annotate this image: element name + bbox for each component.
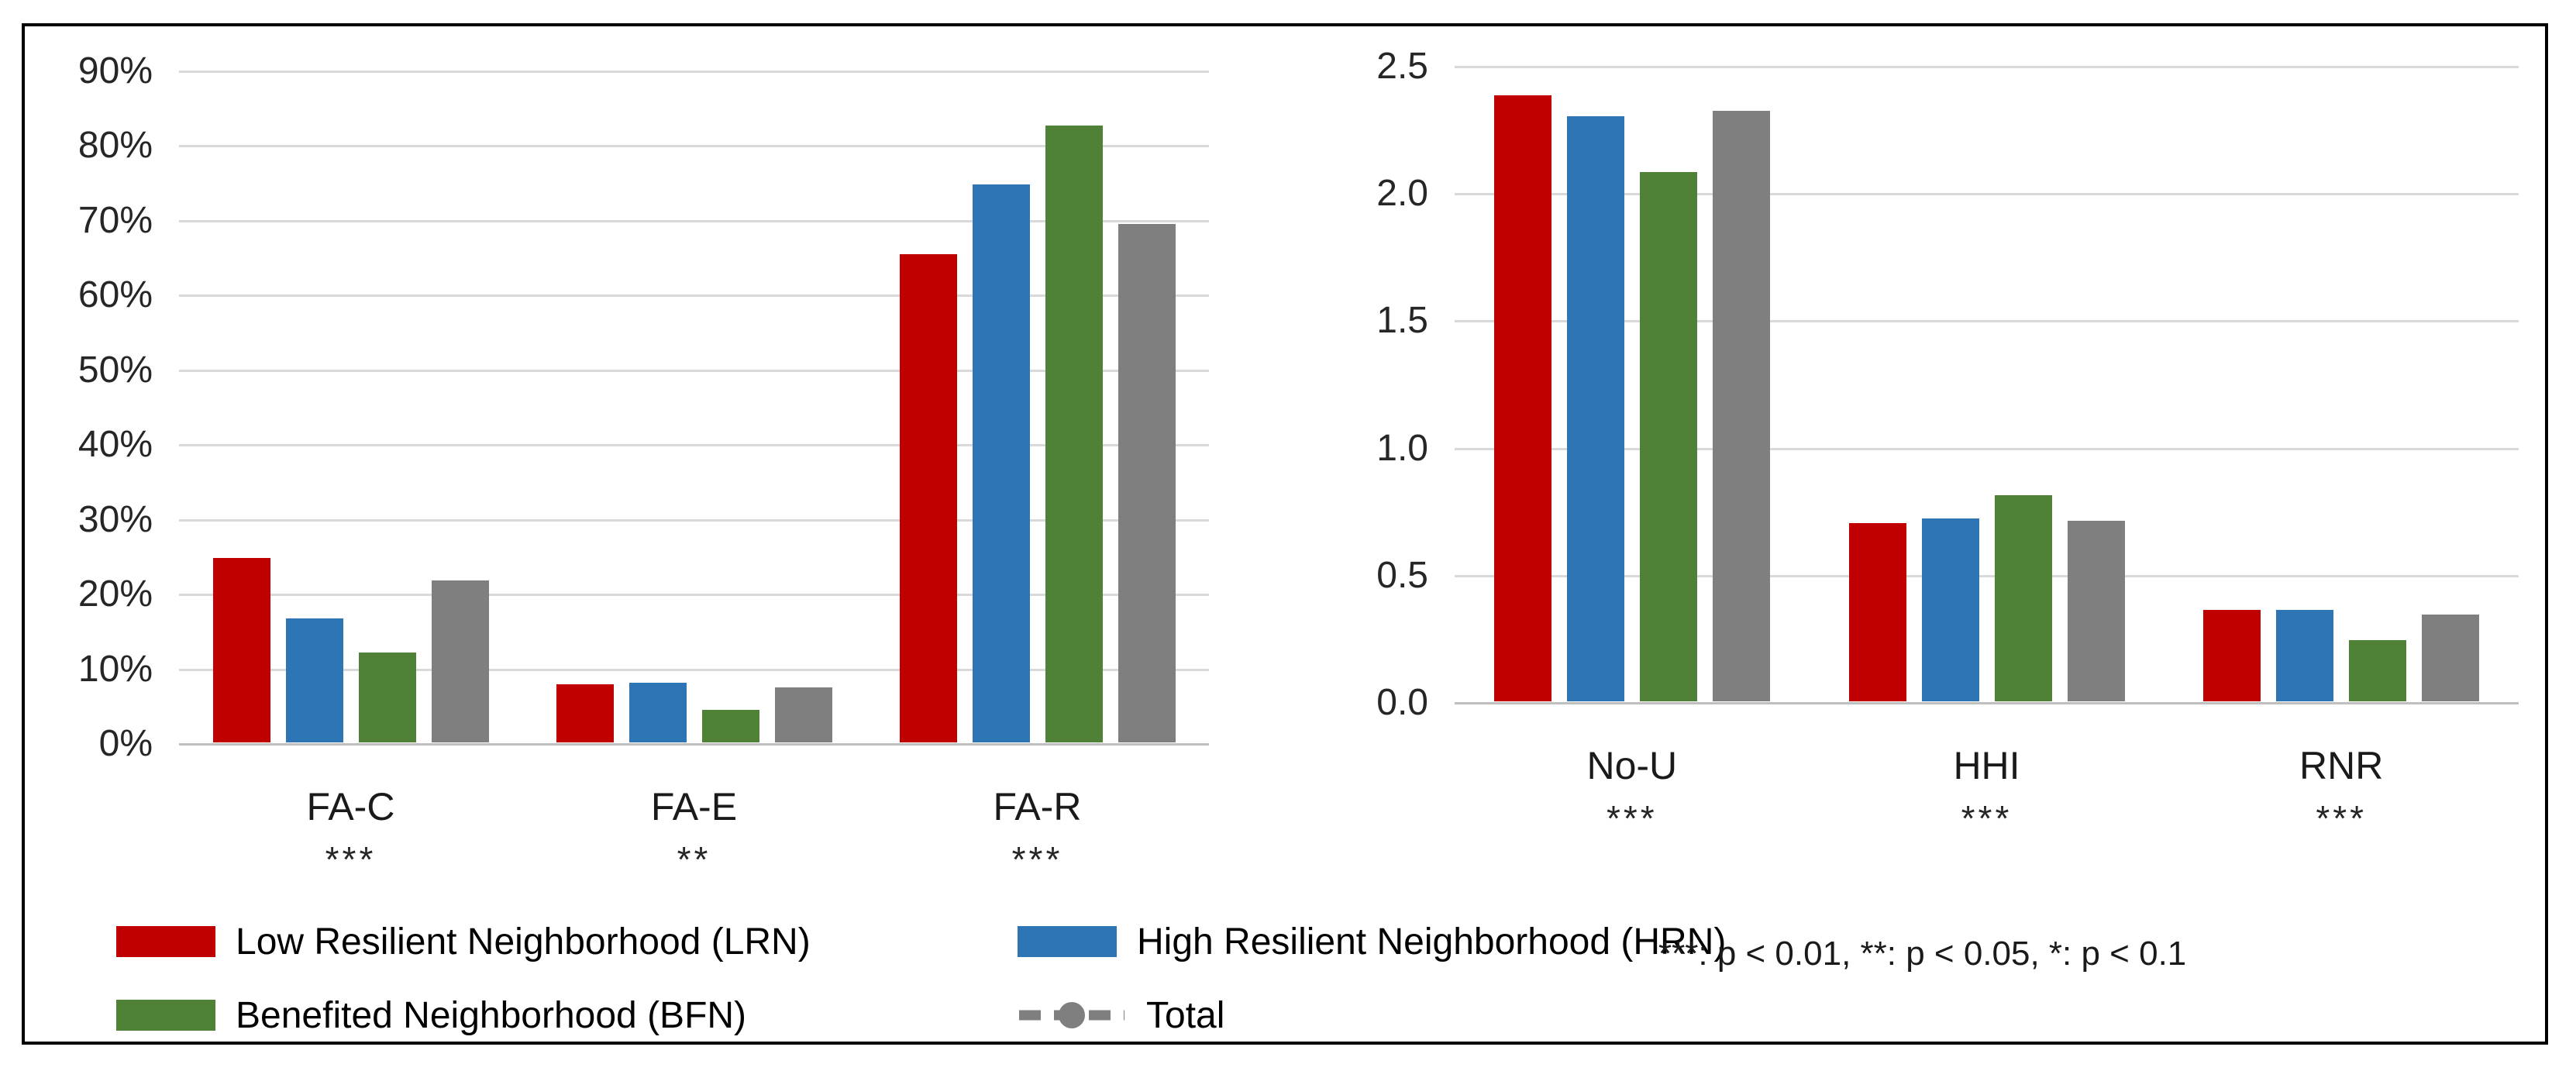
y-axis-tick-label: 90% bbox=[77, 50, 153, 91]
gridline bbox=[179, 219, 1209, 222]
gridline bbox=[179, 294, 1209, 298]
bar-hhi-lrn bbox=[1848, 523, 1906, 701]
right-chart-panel: No-U HHI RNR *** *** *** 0.0 0.5 1.0 1.5 2.0 2.5 bbox=[1288, 31, 2533, 914]
bar-group-rnr bbox=[2164, 67, 2519, 703]
y-axis-tick-label: 0% bbox=[98, 723, 153, 764]
significance-stars-no-u: *** bbox=[1606, 798, 1658, 839]
bar-no-u-bfn bbox=[1639, 172, 1697, 701]
right-significance-row: *** *** *** bbox=[1455, 799, 2519, 838]
category-label-no-u: No-U bbox=[1586, 744, 1678, 787]
bar-fa-e-hrn bbox=[629, 683, 687, 742]
category-label-fa-c: FA-C bbox=[306, 785, 395, 828]
significance-stars-rnr: *** bbox=[2316, 798, 2368, 839]
bar-fa-r-total bbox=[1118, 224, 1176, 742]
y-axis-tick-label: 1.5 bbox=[1376, 300, 1428, 342]
gridline bbox=[179, 71, 1209, 73]
y-axis-tick-label: 60% bbox=[77, 274, 153, 316]
significance-stars-fa-c: *** bbox=[325, 839, 377, 880]
category-label-fa-e: FA-E bbox=[650, 785, 738, 828]
bar-fa-r-lrn bbox=[899, 254, 957, 742]
y-axis-tick-label: 0.0 bbox=[1376, 682, 1428, 723]
legend-label-lrn: Low Resilient Neighborhood (LRN) bbox=[236, 921, 811, 963]
lrn-color-swatch bbox=[116, 926, 215, 957]
gridline bbox=[179, 145, 1209, 148]
left-category-axis: FA-C FA-E FA-R bbox=[179, 784, 1209, 829]
bar-no-u-lrn bbox=[1493, 95, 1551, 701]
bar-no-u-hrn bbox=[1566, 116, 1624, 701]
x-axis-line bbox=[179, 743, 1209, 746]
bar-fa-c-total bbox=[431, 580, 489, 742]
legend-label-hrn: High Resilient Neighborhood (HRN) bbox=[1137, 921, 1727, 963]
left-significance-row: *** ** *** bbox=[179, 840, 1209, 879]
significance-stars-fa-r: *** bbox=[1011, 839, 1063, 880]
bar-group-hhi bbox=[1810, 67, 2164, 703]
bar-fa-c-lrn bbox=[212, 558, 270, 742]
gridline bbox=[179, 668, 1209, 671]
y-axis-tick-label: 1.0 bbox=[1376, 427, 1428, 469]
bar-fa-r-hrn bbox=[972, 184, 1030, 742]
category-label-rnr: RNR bbox=[2299, 744, 2384, 787]
right-plot-area bbox=[1455, 66, 2519, 704]
bar-group-fa-r bbox=[866, 71, 1209, 744]
y-axis-tick-label: 2.0 bbox=[1376, 173, 1428, 215]
legend-item-total: Total bbox=[1018, 992, 1224, 1038]
y-axis-tick-label: 50% bbox=[77, 349, 153, 391]
category-label-hhi: HHI bbox=[1953, 744, 2020, 787]
legend-label-total: Total bbox=[1146, 994, 1225, 1036]
legend-item-lrn: Low Resilient Neighborhood (LRN) bbox=[116, 918, 811, 965]
y-axis-tick-label: 10% bbox=[77, 648, 153, 690]
y-axis-tick-label: 20% bbox=[77, 573, 153, 615]
gridline bbox=[179, 518, 1209, 522]
charts-row: FA-C FA-E FA-R *** ** *** 0% 10% 20% 30% 40% 50% 6… bbox=[43, 31, 2533, 914]
bar-hhi-hrn bbox=[1921, 518, 1979, 701]
y-axis-tick-label: 70% bbox=[77, 199, 153, 241]
bar-group-fa-e bbox=[522, 71, 866, 744]
legend-item-hrn: High Resilient Neighborhood (HRN) bbox=[1018, 918, 1726, 965]
significance-stars-fa-e: ** bbox=[677, 839, 711, 880]
x-axis-line bbox=[1455, 702, 2519, 704]
gridline bbox=[1455, 574, 2519, 577]
bar-rnr-total bbox=[2422, 615, 2480, 701]
gridline bbox=[179, 444, 1209, 447]
bar-fa-c-hrn bbox=[285, 618, 343, 742]
gridline bbox=[1455, 320, 2519, 323]
bar-hhi-bfn bbox=[1994, 495, 2052, 701]
hrn-color-swatch bbox=[1018, 926, 1117, 957]
bar-hhi-total bbox=[2067, 521, 2125, 701]
bar-group-no-u bbox=[1455, 67, 1810, 703]
bar-fa-r-bfn bbox=[1045, 126, 1103, 742]
right-category-axis: No-U HHI RNR bbox=[1455, 743, 2519, 788]
gridline bbox=[1455, 193, 2519, 196]
bar-fa-e-bfn bbox=[701, 710, 759, 742]
left-bar-groups bbox=[179, 71, 1209, 744]
y-axis-tick-label: 2.5 bbox=[1376, 46, 1428, 87]
gridline bbox=[1455, 66, 2519, 68]
category-label-fa-r: FA-R bbox=[993, 785, 1082, 828]
right-bar-groups bbox=[1455, 67, 2519, 703]
bar-no-u-total bbox=[1712, 111, 1770, 701]
left-plot-area bbox=[179, 71, 1209, 746]
significance-note: ***: p < 0.01, **: p < 0.05, *: p < 0.1 bbox=[1658, 935, 2187, 973]
total-dashed-line-icon bbox=[1019, 1002, 1124, 1028]
bar-rnr-bfn bbox=[2349, 640, 2407, 701]
bfn-color-swatch bbox=[116, 1000, 215, 1031]
significance-stars-hhi: *** bbox=[1961, 798, 2013, 839]
gridline bbox=[179, 594, 1209, 597]
bar-rnr-lrn bbox=[2203, 610, 2261, 701]
y-axis-tick-label: 30% bbox=[77, 498, 153, 540]
y-axis-tick-label: 0.5 bbox=[1376, 554, 1428, 596]
bar-fa-c-bfn bbox=[358, 653, 416, 742]
y-axis-tick-label: 40% bbox=[77, 424, 153, 466]
bar-group-fa-c bbox=[179, 71, 522, 744]
gridline bbox=[1455, 447, 2519, 450]
legend-label-bfn: Benefited Neighborhood (BFN) bbox=[236, 994, 747, 1036]
bar-fa-e-lrn bbox=[556, 684, 614, 742]
bar-fa-e-total bbox=[774, 687, 832, 742]
y-axis-tick-label: 80% bbox=[77, 125, 153, 167]
legend-item-bfn: Benefited Neighborhood (BFN) bbox=[116, 992, 746, 1038]
bar-rnr-hrn bbox=[2276, 610, 2334, 701]
left-chart-panel: FA-C FA-E FA-R *** ** *** 0% 10% 20% 30% 40% 50% 6… bbox=[43, 31, 1288, 914]
gridline bbox=[179, 369, 1209, 372]
